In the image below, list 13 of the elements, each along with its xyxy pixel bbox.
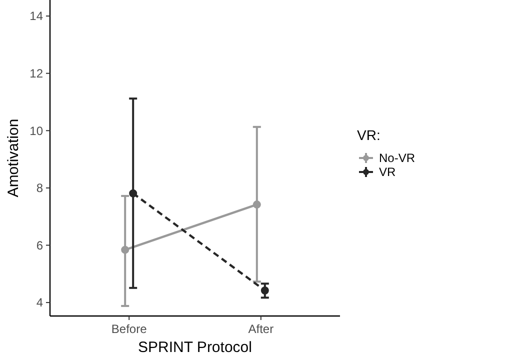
y-tick-label: 10 (30, 124, 44, 138)
x-axis-title: SPRINT Protocol (138, 339, 252, 356)
y-tick-label: 14 (30, 9, 44, 24)
y-axis-title: Amotivation (5, 118, 22, 198)
y-tick-label: 4 (36, 296, 44, 310)
y-tick-label: 8 (36, 181, 44, 196)
x-tick-label: After (248, 322, 274, 336)
legend-label: No-VR (379, 151, 416, 166)
legend-label: VR (379, 165, 396, 180)
y-tick-label: 6 (36, 238, 44, 252)
x-tick-label: Before (111, 322, 148, 336)
y-tick-label: 12 (30, 66, 44, 81)
legend-title: VR: (357, 127, 380, 143)
